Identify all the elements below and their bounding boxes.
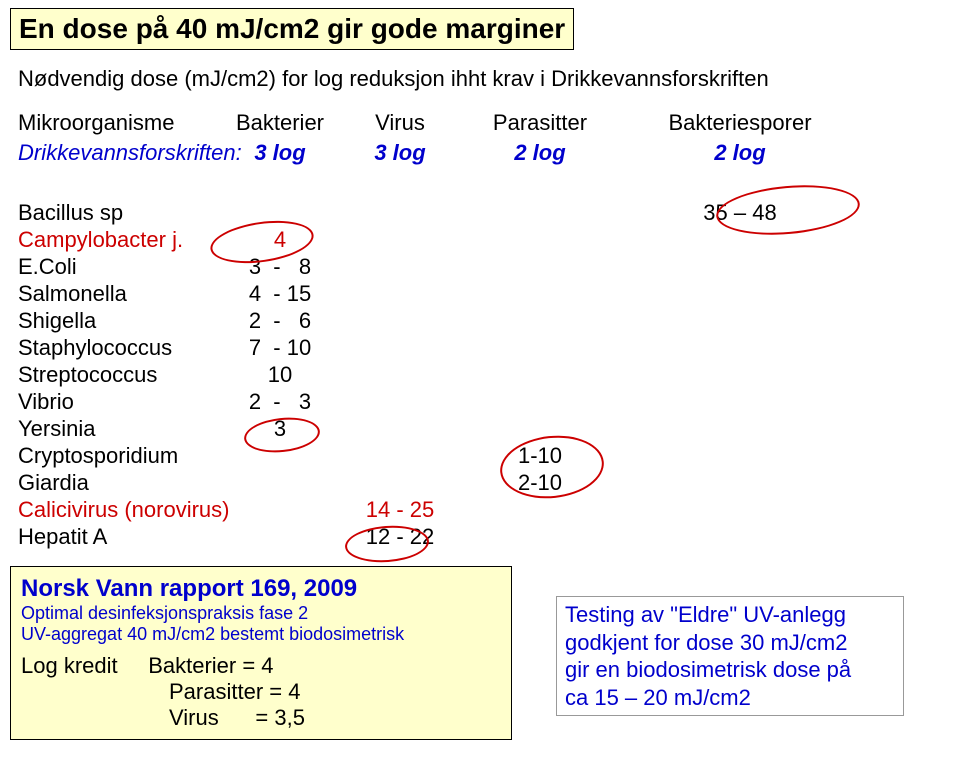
testing-l2: godkjent for dose 30 mJ/cm2 xyxy=(565,629,895,657)
table-cell: 14 - 25 xyxy=(350,497,450,523)
reg-label: Drikkevannsforskriften: xyxy=(18,140,242,166)
table-cell: 7 - 10 xyxy=(230,335,330,361)
testing-box: Testing av "Eldre" UV-anlegg godkjent fo… xyxy=(556,596,904,716)
testing-l3: gir en biodosimetrisk dose på xyxy=(565,656,895,684)
header-bakterier: Bakterier xyxy=(230,110,330,136)
table-cell: Giardia xyxy=(18,470,89,496)
header-parasitter: Parasitter xyxy=(480,110,600,136)
table-cell: Salmonella xyxy=(18,281,127,307)
report-logkredit: Log kredit xyxy=(21,653,118,678)
report-bakt: Bakterier = 4 xyxy=(148,653,273,678)
table-cell: E.Coli xyxy=(18,254,77,280)
report-box: Norsk Vann rapport 169, 2009 Optimal des… xyxy=(10,566,512,740)
slide-root: En dose på 40 mJ/cm2 gir gode marginer N… xyxy=(0,0,960,772)
header-sporer: Bakteriesporer xyxy=(650,110,830,136)
table-cell: Bacillus sp xyxy=(18,200,123,226)
table-cell: 10 xyxy=(230,362,330,388)
report-line2: UV-aggregat 40 mJ/cm2 bestemt biodosimet… xyxy=(21,624,501,645)
reg-c2: 3 log xyxy=(350,140,450,166)
testing-l4: ca 15 – 20 mJ/cm2 xyxy=(565,684,895,712)
header-virus: Virus xyxy=(350,110,450,136)
ellipse-bacillus-sporer xyxy=(714,180,862,240)
reg-c1: 3 log xyxy=(230,140,330,166)
report-line1: Optimal desinfeksjonspraksis fase 2 xyxy=(21,603,501,624)
table-cell: Calicivirus (norovirus) xyxy=(18,497,229,523)
table-cell: Shigella xyxy=(18,308,96,334)
table-cell: Vibrio xyxy=(18,389,74,415)
slide-title: En dose på 40 mJ/cm2 gir gode marginer xyxy=(10,8,574,50)
slide-subtitle: Nødvendig dose (mJ/cm2) for log reduksjo… xyxy=(18,66,769,92)
reg-c4: 2 log xyxy=(650,140,830,166)
header-micro: Mikroorganisme xyxy=(18,110,175,136)
table-cell: 2 - 3 xyxy=(230,389,330,415)
table-cell: Streptococcus xyxy=(18,362,157,388)
reg-c3: 2 log xyxy=(480,140,600,166)
table-cell: 2 - 6 xyxy=(230,308,330,334)
report-para: Parasitter = 4 xyxy=(169,679,300,705)
testing-l1: Testing av "Eldre" UV-anlegg xyxy=(565,601,895,629)
report-vir: Virus = 3,5 xyxy=(169,705,305,731)
table-cell: 4 - 15 xyxy=(230,281,330,307)
table-cell: Hepatit A xyxy=(18,524,107,550)
table-cell: Staphylococcus xyxy=(18,335,172,361)
table-cell: Cryptosporidium xyxy=(18,443,178,469)
report-title: Norsk Vann rapport 169, 2009 xyxy=(21,575,501,603)
table-cell: Campylobacter j. xyxy=(18,227,183,253)
table-cell: Yersinia xyxy=(18,416,95,442)
